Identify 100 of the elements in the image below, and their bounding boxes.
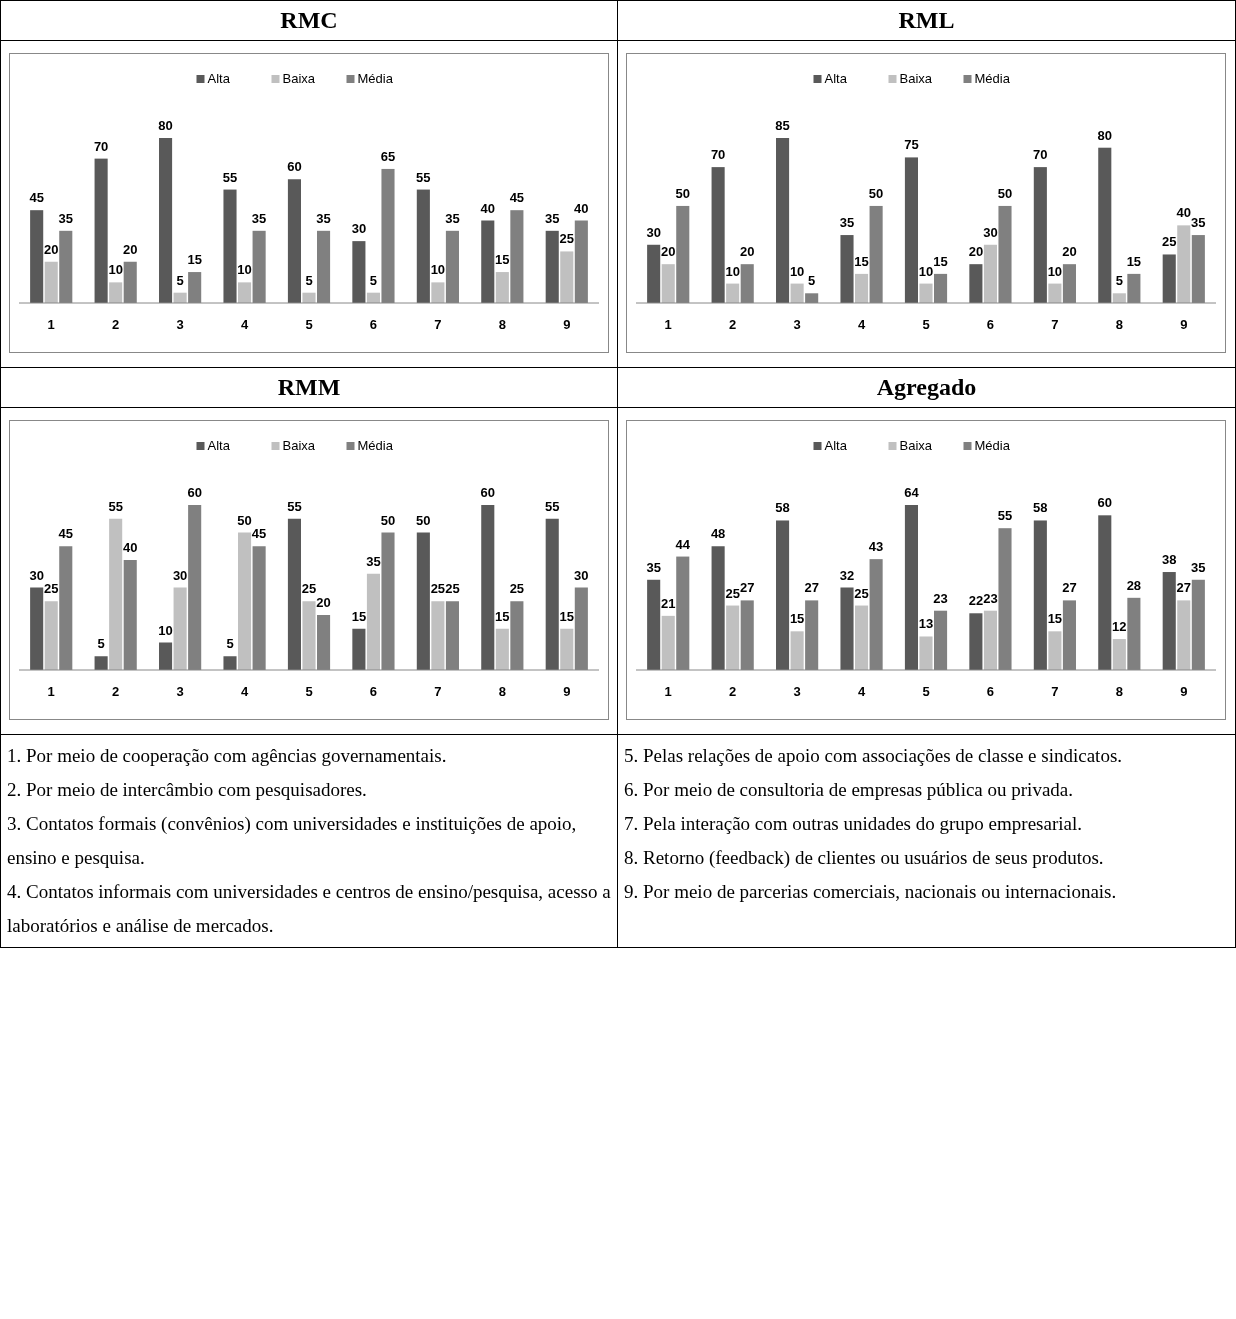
- x-tick-label: 9: [1180, 317, 1188, 332]
- data-label: 15: [351, 608, 367, 624]
- x-tick-label: 8: [498, 317, 506, 332]
- data-label: 27: [1176, 580, 1192, 596]
- x-tick-label: 9: [1180, 684, 1188, 699]
- data-label: 50: [416, 512, 431, 528]
- data-label: 35: [839, 215, 855, 231]
- data-label: 45: [251, 526, 267, 542]
- data-label: 20: [660, 244, 676, 260]
- data-label: 58: [1033, 500, 1048, 516]
- x-tick-label: 4: [240, 684, 249, 699]
- text: 1. Por meio de cooperação com agências governamentais.: [7, 744, 448, 768]
- data-label: 50: [237, 512, 252, 528]
- x-tick-label: 7: [434, 684, 442, 699]
- x-tick-label: 3: [793, 684, 801, 699]
- x-tick-label: 6: [986, 684, 995, 699]
- data-label: 60: [1097, 495, 1113, 511]
- data-label: 43: [868, 539, 884, 555]
- data-label: 35: [58, 210, 74, 226]
- legend-label: Baixa: [899, 438, 933, 453]
- data-label: 5: [808, 273, 816, 289]
- data-label: 20: [316, 595, 331, 610]
- data-label: 27: [739, 580, 755, 596]
- x-tick-label: 2: [112, 317, 120, 332]
- text: 8. Retorno (feedback) de clientes ou usuários de seus produtos.: [624, 846, 1105, 870]
- x-tick-label: 6: [369, 684, 378, 699]
- data-label: 5: [1115, 273, 1123, 289]
- data-label: 5: [226, 636, 234, 652]
- data-label: 25: [430, 581, 446, 597]
- data-label: 60: [480, 485, 496, 500]
- data-label: 30: [646, 224, 661, 240]
- x-tick-label: 4: [240, 317, 249, 332]
- data-label: 20: [968, 244, 984, 260]
- data-label: 15: [1126, 253, 1142, 269]
- x-tick-label: 3: [176, 317, 184, 332]
- x-tick-label: 6: [369, 317, 378, 332]
- data-label: 30: [351, 221, 367, 237]
- data-label: 60: [187, 485, 202, 500]
- data-label: 35: [445, 210, 460, 226]
- data-label: 55: [108, 498, 123, 514]
- data-label: 10: [725, 263, 740, 279]
- data-label: 25: [301, 581, 317, 597]
- data-label: 60: [287, 159, 302, 175]
- legend-label: Alta: [824, 438, 848, 453]
- data-label: 65: [380, 148, 396, 164]
- data-label: 5: [97, 636, 105, 652]
- data-label: 85: [775, 118, 790, 133]
- x-tick-label: 8: [1115, 684, 1123, 699]
- data-label: 50: [675, 185, 691, 201]
- text: 7. Pela interação com outras unidades do grupo empresarial.: [624, 812, 1083, 836]
- data-label: 25: [725, 585, 740, 601]
- data-label: 64: [904, 485, 920, 500]
- chart-title: Agregado: [618, 368, 1235, 408]
- data-label: 50: [868, 185, 884, 201]
- data-label: 58: [775, 500, 790, 516]
- data-label: 20: [122, 241, 138, 257]
- legend-label: Alta: [207, 438, 231, 453]
- x-tick-label: 1: [47, 317, 55, 332]
- data-label: 13: [918, 616, 934, 632]
- data-label: 35: [316, 210, 331, 226]
- data-label: 25: [43, 581, 59, 597]
- data-label: 30: [172, 567, 188, 583]
- data-label: 27: [804, 580, 819, 596]
- data-label: 45: [58, 526, 74, 542]
- data-label: 15: [933, 253, 948, 269]
- data-label: 40: [480, 200, 496, 216]
- chart-title: RML: [618, 1, 1235, 41]
- data-label: 80: [1097, 127, 1113, 143]
- data-label: 70: [1033, 147, 1048, 163]
- legend-label: Baixa: [899, 71, 933, 86]
- text: 9. Por meio de parcerias comerciais, nacionais ou internacionais.: [624, 880, 1118, 904]
- data-label: 10: [918, 263, 934, 279]
- chart-title: RMM: [1, 368, 617, 408]
- data-label: 10: [108, 262, 123, 278]
- legend-label: Média: [974, 71, 1011, 86]
- data-label: 25: [509, 581, 525, 597]
- data-label: 15: [789, 611, 805, 627]
- x-tick-label: 8: [1115, 317, 1123, 332]
- data-label: 10: [789, 263, 805, 279]
- x-tick-label: 4: [857, 684, 866, 699]
- data-label: 10: [158, 622, 173, 638]
- data-label: 35: [366, 553, 381, 569]
- data-label: 35: [646, 559, 661, 575]
- data-label: 45: [29, 190, 44, 206]
- data-label: 40: [574, 200, 589, 216]
- data-label: 35: [1191, 559, 1206, 575]
- data-label: 15: [495, 252, 510, 268]
- data-label: 27: [1062, 580, 1077, 596]
- x-tick-label: 1: [664, 317, 672, 332]
- x-tick-label: 2: [729, 684, 737, 699]
- data-label: 10: [430, 262, 446, 278]
- data-label: 38: [1161, 552, 1177, 568]
- data-label: 23: [933, 590, 948, 606]
- data-label: 25: [1161, 234, 1177, 250]
- data-label: 28: [1126, 577, 1142, 593]
- text: 5. Pelas relações de apoio com associações de classe e sindicatos.: [624, 744, 1124, 768]
- data-label: 35: [1191, 215, 1206, 231]
- legend-label: Média: [357, 71, 394, 86]
- text: 2. Por meio de intercâmbio com pesquisadores.: [7, 778, 368, 802]
- data-label: 20: [1062, 244, 1077, 260]
